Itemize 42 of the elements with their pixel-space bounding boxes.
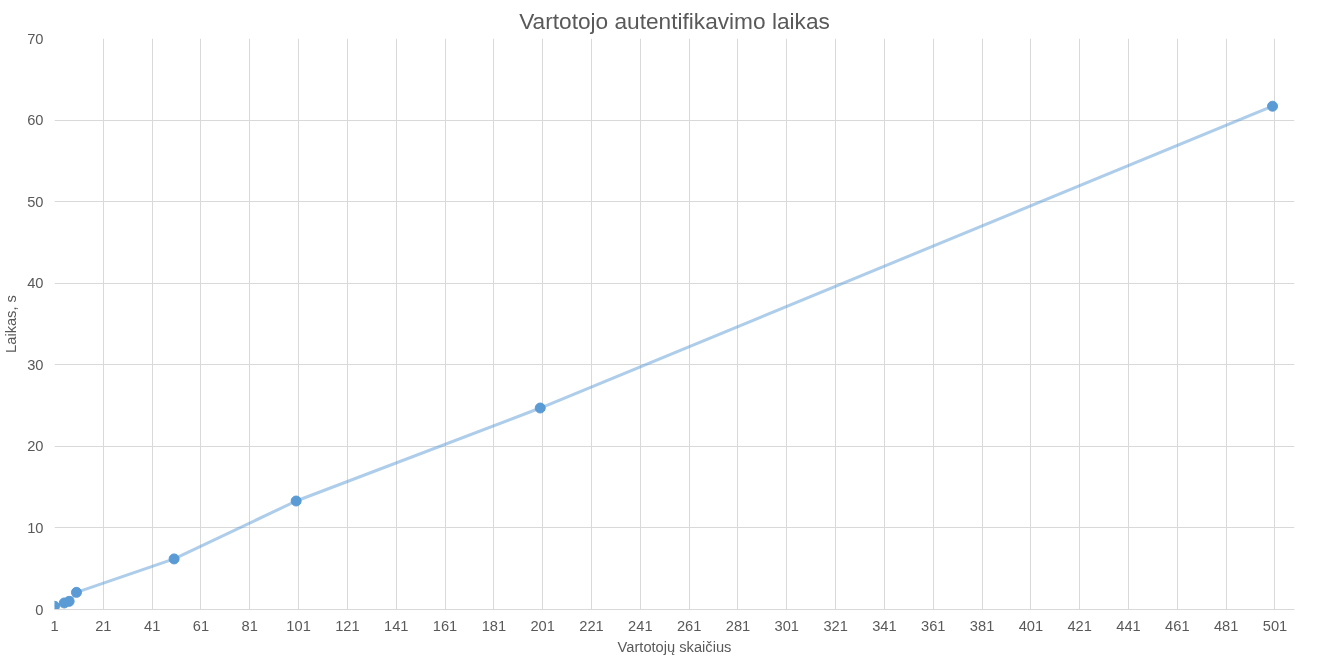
chart-title: Vartotojo autentifikavimo laikas [519,7,830,34]
x-tick-label: 461 [1165,617,1190,634]
x-tick-label: 481 [1213,617,1239,634]
x-tick-label: 401 [1018,617,1044,634]
x-tick-label: 281 [725,617,751,634]
y-tick-label: 40 [27,275,44,292]
x-tick-label: 181 [481,617,507,634]
x-tick-label: 61 [192,617,210,634]
point [1267,100,1279,112]
x-tick-label: 441 [1116,617,1141,634]
y-tick-label: 30 [27,356,44,373]
x-tick-label: 361 [921,617,946,634]
x-tick-label: 21 [95,617,112,634]
x-tick-label: 321 [823,617,848,634]
y-tick-label: 20 [27,438,44,455]
x-tick-label: 101 [286,617,311,634]
x-axis-title: Vartotojų skaičius [617,638,732,655]
y-axis-title: Laikas, s [3,295,20,353]
x-tick-label: 501 [1262,617,1288,634]
x-tick-label: 161 [432,617,458,634]
point [290,495,302,507]
x-tick-label: 301 [774,617,800,634]
point [70,586,82,598]
x-tick-label: 381 [969,617,995,634]
x-tick-label: 341 [872,617,897,634]
x-tick-label: 41 [143,617,161,634]
y-tick-label: 10 [27,519,44,536]
y-tick-label: 50 [27,193,44,210]
x-tick-label: 421 [1067,617,1092,634]
point [168,553,180,565]
x-tick-label: 221 [579,617,604,634]
y-tick-label: 70 [27,30,44,47]
x-tick-label: 1 [50,617,59,634]
x-tick-label: 81 [241,617,258,634]
x-tick-label: 121 [335,617,360,634]
point [534,402,546,414]
x-tick-label: 241 [628,617,653,634]
x-tick-label: 201 [530,617,555,634]
x-tick-label: 141 [384,617,409,634]
y-tick-label: 60 [27,112,44,129]
y-tick-label: 0 [35,601,44,618]
x-tick-label: 261 [676,617,702,634]
